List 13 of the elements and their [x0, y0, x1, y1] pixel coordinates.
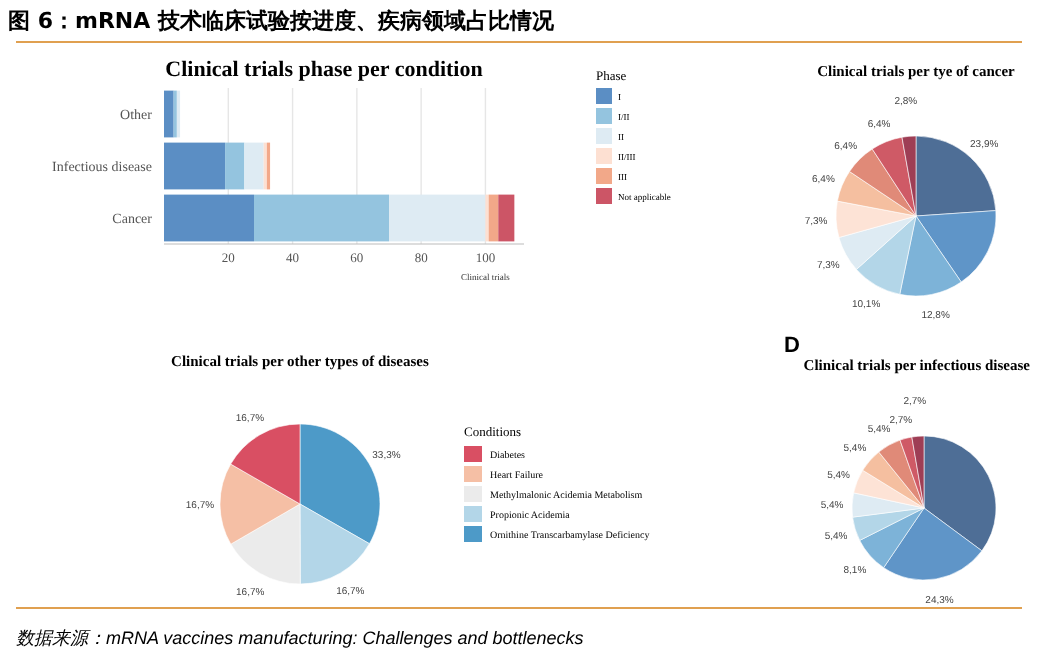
text: D: [784, 334, 800, 358]
bar: [389, 194, 486, 242]
chart-title: Clinical trials phase per condition: [165, 58, 483, 82]
bar: [164, 90, 174, 138]
bar: [225, 142, 245, 190]
bar: [488, 194, 499, 242]
bar: [164, 142, 226, 190]
bar: [164, 194, 254, 242]
bar: [498, 194, 515, 242]
caption: 图 6：mRNA 技术临床试验按进度、疾病领域占比情况: [8, 8, 556, 34]
source-note: 数据来源：mRNA vaccines manufacturing: Challenges and bottlenecks: [16, 628, 585, 648]
bar: [254, 194, 389, 242]
bar: [244, 142, 264, 190]
